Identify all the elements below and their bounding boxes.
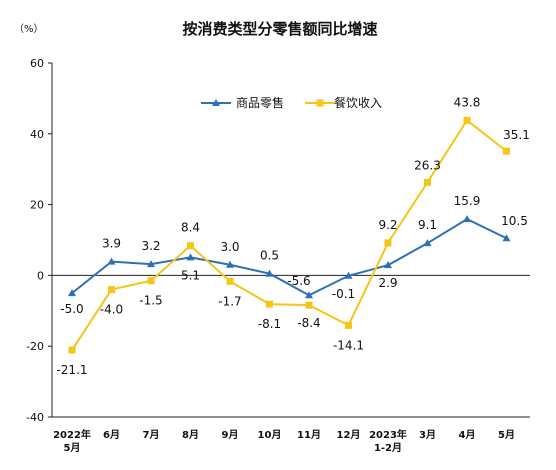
x-tick-label-group: 6月: [103, 429, 120, 441]
x-tick-label-group: 8月: [182, 429, 199, 441]
data-point: [344, 271, 353, 279]
data-label: -4.0: [100, 303, 123, 317]
data-label: -0.1: [332, 287, 355, 301]
x-tick-label-group: 3月: [419, 429, 436, 441]
data-point: [463, 116, 471, 124]
y-tick-label: 0: [37, 269, 44, 282]
x-tick-label: 5月: [64, 442, 81, 454]
data-point: [186, 253, 195, 261]
data-point: [107, 257, 116, 265]
legend-item-0: 商品零售: [201, 95, 284, 110]
legend-label: 商品零售: [236, 95, 284, 110]
data-label: 9.1: [418, 218, 437, 232]
data-label: 35.1: [503, 128, 530, 142]
legend-marker: [212, 99, 220, 106]
data-point: [384, 261, 392, 269]
data-point: [187, 242, 194, 250]
data-label: -5.0: [60, 302, 83, 316]
x-tick-label-group: 7月: [143, 429, 160, 441]
data-label: -14.1: [333, 338, 364, 352]
y-tick-label: -40: [26, 411, 44, 424]
data-point: [502, 234, 511, 242]
x-tick-label: 11月: [297, 429, 321, 441]
data-label: -1.5: [139, 294, 162, 308]
y-tick-label: 60: [30, 57, 44, 70]
x-tick-label-group: 10月: [258, 429, 282, 441]
data-point: [305, 291, 313, 299]
chart-series: -5.0 3.9 3.2 5.1 3.0 0.5 -5.6 -0.1 2.9 9.1 15.9 10.…: [56, 95, 529, 377]
x-tick-label-group: 12月: [337, 429, 361, 441]
data-label: 3.9: [102, 237, 121, 251]
data-point: [108, 286, 115, 294]
data-point: [384, 239, 392, 247]
data-point: [463, 215, 471, 223]
data-label: 3.2: [141, 239, 160, 253]
data-point: [226, 260, 234, 268]
data-point: [68, 346, 76, 354]
x-tick-label: 2023年: [369, 428, 407, 441]
data-label: -5.6: [287, 274, 310, 288]
data-point: [68, 289, 76, 297]
y-tick-label: 20: [30, 199, 44, 212]
chart-legend: 商品零售 餐饮收入: [201, 95, 382, 110]
y-tick-label: -20: [26, 340, 44, 353]
data-point: [147, 260, 155, 268]
data-point: [423, 239, 432, 247]
series-1: -21.1 -4.0 -1.5 8.4 -1.7 -8.1 -8.4 -14.1 9.2 26.3…: [56, 95, 529, 377]
data-label: -8.4: [297, 316, 320, 330]
data-point: [424, 178, 431, 186]
x-tick-label-group: 11月: [297, 429, 321, 441]
data-label: -1.7: [218, 294, 241, 308]
chart-title: 按消费类型分零售额同比增速: [182, 20, 377, 38]
data-point: [503, 147, 510, 155]
data-point: [265, 269, 274, 277]
x-tick-label: 12月: [337, 429, 361, 441]
data-label: 5.1: [181, 268, 200, 282]
x-tick-label: 7月: [143, 429, 160, 441]
series-line: [71, 118, 508, 351]
data-label: 9.2: [378, 218, 397, 232]
x-tick-label: 9月: [222, 429, 239, 441]
legend-marker: [316, 99, 324, 107]
data-label: 0.5: [260, 249, 279, 263]
x-tick-label-group: 5月: [498, 429, 515, 441]
x-tick-label: 2022年: [53, 428, 91, 441]
y-tick-label: 40: [30, 128, 44, 141]
y-axis-unit-label: （%）: [14, 23, 44, 35]
data-label: 15.9: [454, 194, 481, 208]
data-label: 3.0: [220, 240, 239, 254]
x-tick-label-group: 9月: [222, 429, 239, 441]
x-tick-label: 5月: [498, 429, 515, 441]
data-point: [226, 277, 234, 285]
x-tick-label: 3月: [419, 429, 436, 441]
x-tick-label: 1-2月: [374, 442, 402, 454]
x-tick-label: 10月: [258, 429, 282, 441]
data-label: -8.1: [258, 317, 281, 331]
x-tick-label-group: 4月: [459, 429, 476, 441]
data-label: 2.9: [378, 276, 397, 290]
data-label: 10.5: [501, 214, 528, 228]
data-point: [345, 321, 352, 329]
x-tick-label: 6月: [103, 429, 120, 441]
legend-item-1: 餐饮收入: [305, 95, 382, 110]
data-point: [305, 301, 313, 309]
data-label: 8.4: [181, 221, 200, 235]
legend-label: 餐饮收入: [334, 95, 382, 110]
data-label: 26.3: [414, 158, 441, 172]
x-tick-label: 8月: [182, 429, 199, 441]
data-point: [266, 300, 273, 308]
data-label: 43.8: [454, 95, 481, 109]
data-point: [147, 277, 155, 285]
series-0: -5.0 3.9 3.2 5.1 3.0 0.5 -5.6 -0.1 2.9 9.1 15.9 10.…: [60, 194, 528, 316]
x-tick-label: 4月: [459, 429, 476, 441]
series-line: [71, 217, 507, 297]
data-label: -21.1: [56, 363, 87, 377]
